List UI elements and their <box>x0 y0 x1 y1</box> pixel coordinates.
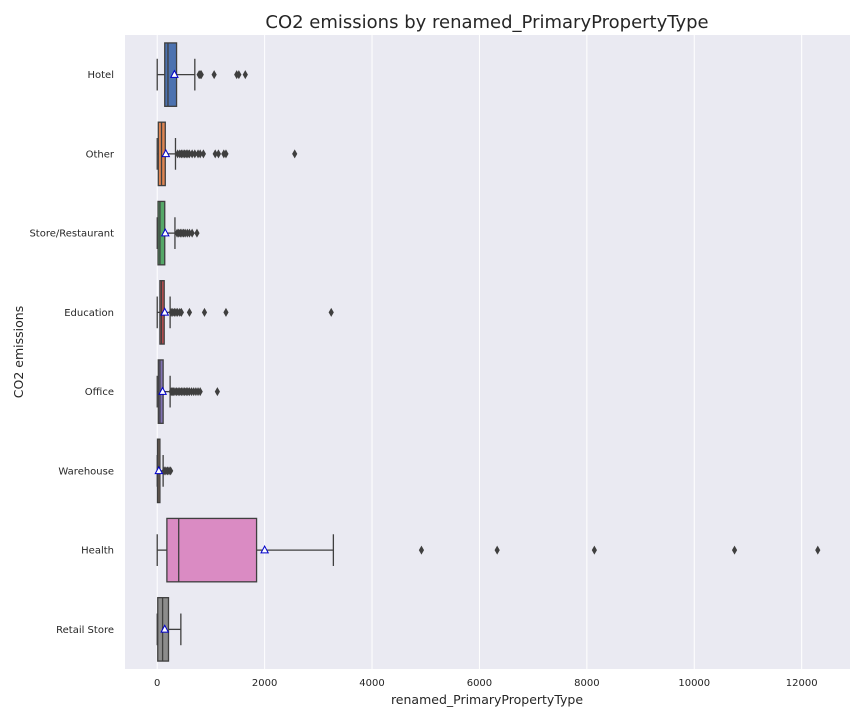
outlier-point <box>223 149 229 159</box>
x-axis-label: renamed_PrimaryPropertyType <box>391 692 583 707</box>
outlier-point <box>418 545 425 555</box>
y-axis-label: CO2 emissions <box>11 306 26 398</box>
outlier-point <box>236 70 242 80</box>
box-group <box>156 280 334 345</box>
x-tick-label: 12000 <box>786 678 818 689</box>
outlier-point <box>215 149 222 159</box>
outlier-point <box>186 307 193 317</box>
box-group <box>156 597 182 662</box>
mean-marker <box>260 545 270 554</box>
outlier-point <box>223 307 229 317</box>
outlier-point <box>194 228 200 238</box>
outlier-point <box>189 149 195 159</box>
y-tick-label: Retail Store <box>56 625 114 636</box>
outlier-point <box>815 545 821 555</box>
outlier-point <box>292 149 298 159</box>
x-tick-label: 2000 <box>252 678 277 689</box>
outlier-point <box>200 149 207 159</box>
mean-marker <box>161 148 171 158</box>
y-tick-label: Warehouse <box>58 466 114 477</box>
boxes-layer <box>154 42 821 662</box>
outlier-point <box>192 149 198 159</box>
y-tick-label: Education <box>64 308 114 319</box>
outlier-point <box>201 307 208 317</box>
box-group <box>156 121 298 187</box>
outlier-point <box>186 228 193 238</box>
y-tick-label: Other <box>86 149 115 160</box>
box-group <box>156 42 248 107</box>
outlier-point <box>591 545 597 555</box>
y-axis-ticks: Hotel Other Store/Restaurant Education Offic… <box>29 70 114 636</box>
box-group <box>154 438 174 504</box>
outlier-point <box>197 387 203 397</box>
mean-marker <box>160 624 170 633</box>
outlier-point <box>328 307 334 317</box>
mean-marker <box>158 386 168 395</box>
y-tick-label: Office <box>85 387 114 398</box>
outlier-point <box>198 70 204 80</box>
outlier-point <box>214 387 220 397</box>
x-tick-label: 0 <box>154 678 160 689</box>
outlier-point <box>197 149 203 159</box>
x-tick-label: 6000 <box>467 678 492 689</box>
outlier-point <box>178 307 184 317</box>
x-tick-label: 4000 <box>359 678 384 689</box>
mean-marker <box>160 307 170 316</box>
outlier-point <box>211 70 217 80</box>
y-tick-label: Hotel <box>88 70 115 81</box>
outlier-point <box>186 149 193 159</box>
mean-marker <box>154 465 164 475</box>
box <box>166 517 258 583</box>
outlier-point <box>731 545 738 555</box>
mean-marker <box>160 228 170 237</box>
y-tick-label: Health <box>81 546 114 557</box>
outlier-point <box>494 545 500 555</box>
outlier-point <box>189 228 195 238</box>
outlier-point <box>212 149 218 159</box>
box-group <box>156 200 200 266</box>
box-group <box>156 359 220 424</box>
x-tick-label: 8000 <box>574 678 599 689</box>
mean-marker <box>169 69 179 78</box>
y-tick-label: Store/Restaurant <box>29 229 114 240</box>
outlier-point <box>242 70 248 80</box>
chart-title: CO2 emissions by renamed_PrimaryProperty… <box>265 12 708 33</box>
outlier-point <box>168 466 174 476</box>
x-axis-ticks: 0 2000 4000 6000 8000 10000 12000 <box>154 678 818 689</box>
box-group <box>156 517 821 583</box>
x-tick-label: 10000 <box>678 678 710 689</box>
